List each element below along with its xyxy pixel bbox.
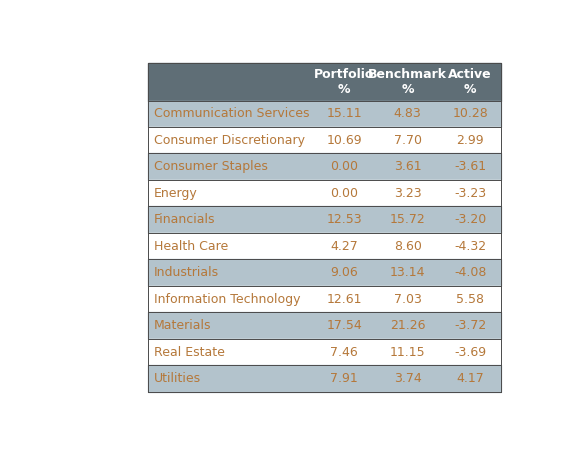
Text: Information Technology: Information Technology bbox=[154, 292, 300, 306]
Bar bbox=[149, 153, 501, 180]
Text: -3.72: -3.72 bbox=[454, 319, 486, 332]
Text: 3.61: 3.61 bbox=[394, 160, 422, 173]
Text: 4.27: 4.27 bbox=[330, 240, 358, 253]
Text: 7.46: 7.46 bbox=[330, 346, 358, 359]
Bar bbox=[149, 207, 501, 233]
Bar bbox=[149, 286, 501, 312]
Text: Consumer Discretionary: Consumer Discretionary bbox=[154, 134, 304, 147]
Text: 13.14: 13.14 bbox=[390, 266, 426, 279]
Text: Energy: Energy bbox=[154, 187, 197, 200]
Bar bbox=[149, 259, 501, 286]
Text: 15.72: 15.72 bbox=[390, 213, 426, 226]
Bar bbox=[149, 63, 501, 100]
Text: 0.00: 0.00 bbox=[330, 160, 358, 173]
Text: -3.20: -3.20 bbox=[454, 213, 486, 226]
Bar bbox=[149, 233, 501, 259]
Text: Active
%: Active % bbox=[448, 68, 492, 95]
Text: 9.06: 9.06 bbox=[330, 266, 358, 279]
Text: 4.17: 4.17 bbox=[456, 372, 484, 385]
Text: -3.23: -3.23 bbox=[454, 187, 486, 200]
Text: -3.61: -3.61 bbox=[454, 160, 486, 173]
Bar bbox=[149, 127, 501, 153]
Text: Materials: Materials bbox=[154, 319, 211, 332]
Text: 0.00: 0.00 bbox=[330, 187, 358, 200]
Text: Portfolio
%: Portfolio % bbox=[314, 68, 374, 95]
Text: -4.32: -4.32 bbox=[454, 240, 486, 253]
Text: 2.99: 2.99 bbox=[456, 134, 484, 147]
Text: Health Care: Health Care bbox=[154, 240, 228, 253]
Text: 7.70: 7.70 bbox=[394, 134, 422, 147]
Text: 3.23: 3.23 bbox=[394, 187, 422, 200]
Bar bbox=[149, 365, 501, 392]
Text: -3.69: -3.69 bbox=[454, 346, 486, 359]
Text: Financials: Financials bbox=[154, 213, 215, 226]
Text: 12.61: 12.61 bbox=[327, 292, 362, 306]
Text: 10.69: 10.69 bbox=[326, 134, 362, 147]
Text: Benchmark
%: Benchmark % bbox=[368, 68, 447, 95]
Text: 5.58: 5.58 bbox=[456, 292, 484, 306]
Bar bbox=[149, 100, 501, 127]
Text: 21.26: 21.26 bbox=[390, 319, 426, 332]
Text: 8.60: 8.60 bbox=[394, 240, 422, 253]
Text: Consumer Staples: Consumer Staples bbox=[154, 160, 267, 173]
Text: Utilities: Utilities bbox=[154, 372, 201, 385]
Text: 12.53: 12.53 bbox=[326, 213, 362, 226]
Bar bbox=[149, 312, 501, 339]
Text: Industrials: Industrials bbox=[154, 266, 218, 279]
Bar bbox=[149, 180, 501, 207]
Text: 15.11: 15.11 bbox=[326, 107, 362, 120]
Text: Communication Services: Communication Services bbox=[154, 107, 309, 120]
Text: 7.91: 7.91 bbox=[330, 372, 358, 385]
Text: 3.74: 3.74 bbox=[394, 372, 422, 385]
Text: 7.03: 7.03 bbox=[394, 292, 422, 306]
Text: -4.08: -4.08 bbox=[454, 266, 486, 279]
Text: 10.28: 10.28 bbox=[452, 107, 488, 120]
Text: 4.83: 4.83 bbox=[394, 107, 422, 120]
Text: 17.54: 17.54 bbox=[326, 319, 362, 332]
Text: Real Estate: Real Estate bbox=[154, 346, 224, 359]
Text: 11.15: 11.15 bbox=[390, 346, 426, 359]
Bar bbox=[149, 339, 501, 365]
